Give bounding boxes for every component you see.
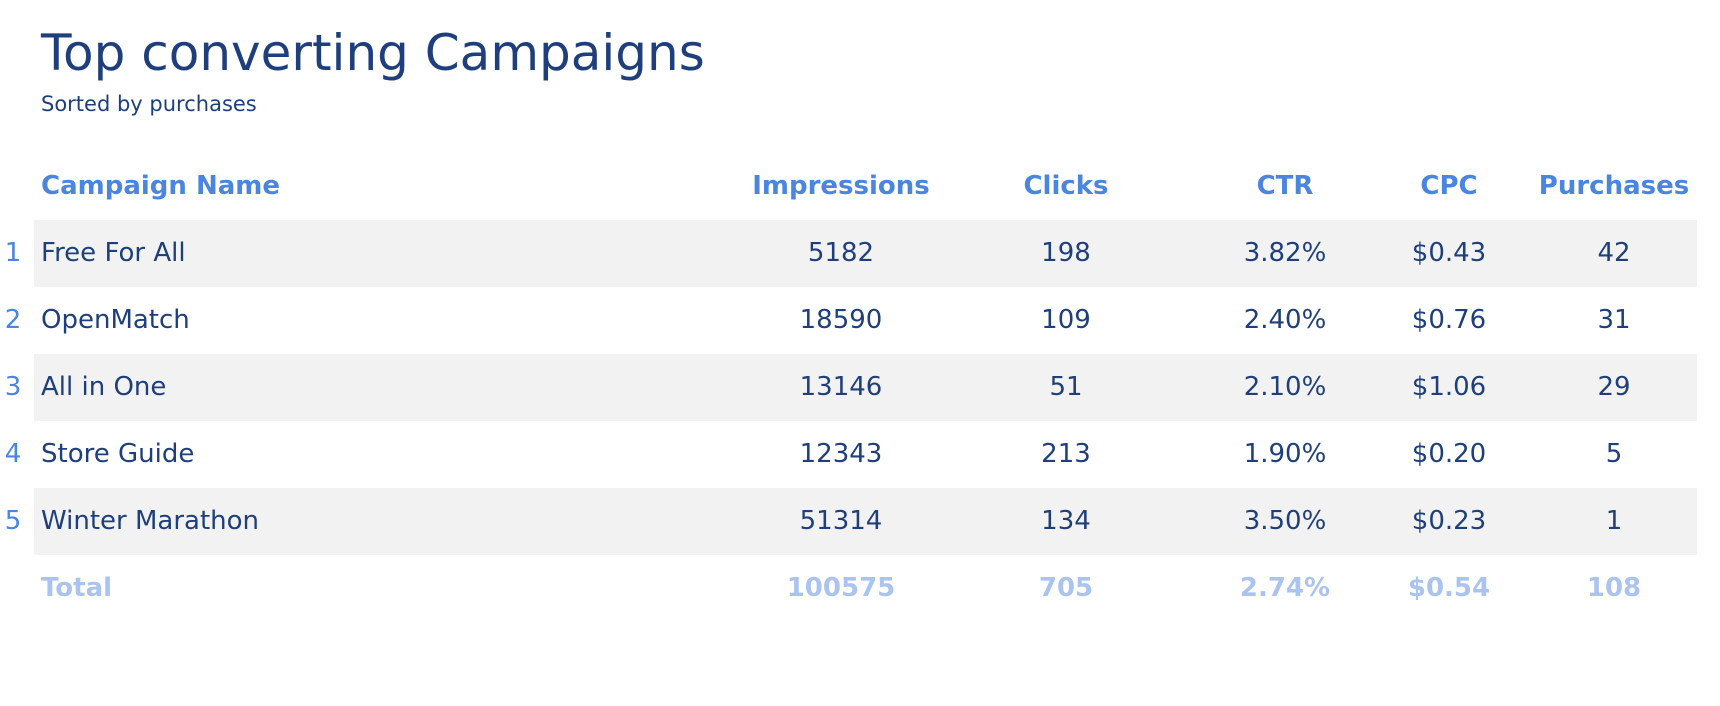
row-stripe [34, 354, 1697, 421]
purchases-cell: 31 [1597, 305, 1631, 335]
row-stripe [34, 488, 1697, 555]
page-subtitle: Sorted by purchases [41, 92, 257, 116]
total-impressions: 100575 [786, 573, 896, 603]
table-row: 2 OpenMatch 18590 109 2.40% $0.76 31 [0, 287, 1720, 354]
ctr-cell: 3.50% [1243, 506, 1327, 536]
impressions-cell: 5182 [807, 238, 875, 268]
column-header-impressions: Impressions [752, 171, 930, 201]
clicks-cell: 109 [1041, 305, 1091, 335]
impressions-cell: 13146 [799, 372, 883, 402]
campaign-name-cell: Store Guide [41, 439, 195, 469]
row-rank: 1 [4, 238, 22, 268]
impressions-cell: 12343 [799, 439, 883, 469]
table-row: 1 Free For All 5182 198 3.82% $0.43 42 [0, 220, 1720, 287]
row-rank: 3 [4, 372, 22, 402]
column-header-ctr: CTR [1256, 171, 1314, 201]
purchases-cell: 5 [1605, 439, 1623, 469]
ctr-cell: 2.10% [1243, 372, 1327, 402]
page-title: Top converting Campaigns [41, 24, 705, 82]
cpc-cell: $0.43 [1411, 238, 1487, 268]
table-total-row: Total 100575 705 2.74% $0.54 108 [0, 555, 1720, 622]
column-header-clicks: Clicks [1023, 171, 1109, 201]
campaign-name-cell: Free For All [41, 238, 186, 268]
total-label: Total [41, 573, 113, 603]
row-rank: 5 [4, 506, 22, 536]
total-purchases: 108 [1586, 573, 1642, 603]
column-header-campaign-name: Campaign Name [41, 171, 280, 201]
clicks-cell: 198 [1041, 238, 1091, 268]
cpc-cell: $0.76 [1411, 305, 1487, 335]
ctr-cell: 3.82% [1243, 238, 1327, 268]
clicks-cell: 213 [1041, 439, 1091, 469]
campaign-name-cell: Winter Marathon [41, 506, 260, 536]
clicks-cell: 51 [1049, 372, 1083, 402]
column-header-cpc: CPC [1420, 171, 1478, 201]
total-cpc: $0.54 [1407, 573, 1491, 603]
campaign-name-cell: All in One [41, 372, 167, 402]
row-rank: 4 [4, 439, 22, 469]
row-stripe [34, 220, 1697, 287]
column-header-purchases: Purchases [1538, 171, 1690, 201]
cpc-cell: $0.23 [1411, 506, 1487, 536]
table-row: 3 All in One 13146 51 2.10% $1.06 29 [0, 354, 1720, 421]
impressions-cell: 51314 [799, 506, 883, 536]
cpc-cell: $0.20 [1411, 439, 1487, 469]
clicks-cell: 134 [1041, 506, 1091, 536]
ctr-cell: 2.40% [1243, 305, 1327, 335]
purchases-cell: 29 [1597, 372, 1631, 402]
total-clicks: 705 [1038, 573, 1094, 603]
total-ctr: 2.74% [1239, 573, 1331, 603]
table-row: 4 Store Guide 12343 213 1.90% $0.20 5 [0, 421, 1720, 488]
purchases-cell: 1 [1605, 506, 1623, 536]
table-header-row: Campaign Name Impressions Clicks CTR CPC… [0, 153, 1720, 220]
purchases-cell: 42 [1597, 238, 1631, 268]
row-rank: 2 [4, 305, 22, 335]
campaign-name-cell: OpenMatch [41, 305, 190, 335]
table-row: 5 Winter Marathon 51314 134 3.50% $0.23 … [0, 488, 1720, 555]
cpc-cell: $1.06 [1411, 372, 1487, 402]
impressions-cell: 18590 [799, 305, 883, 335]
ctr-cell: 1.90% [1243, 439, 1327, 469]
